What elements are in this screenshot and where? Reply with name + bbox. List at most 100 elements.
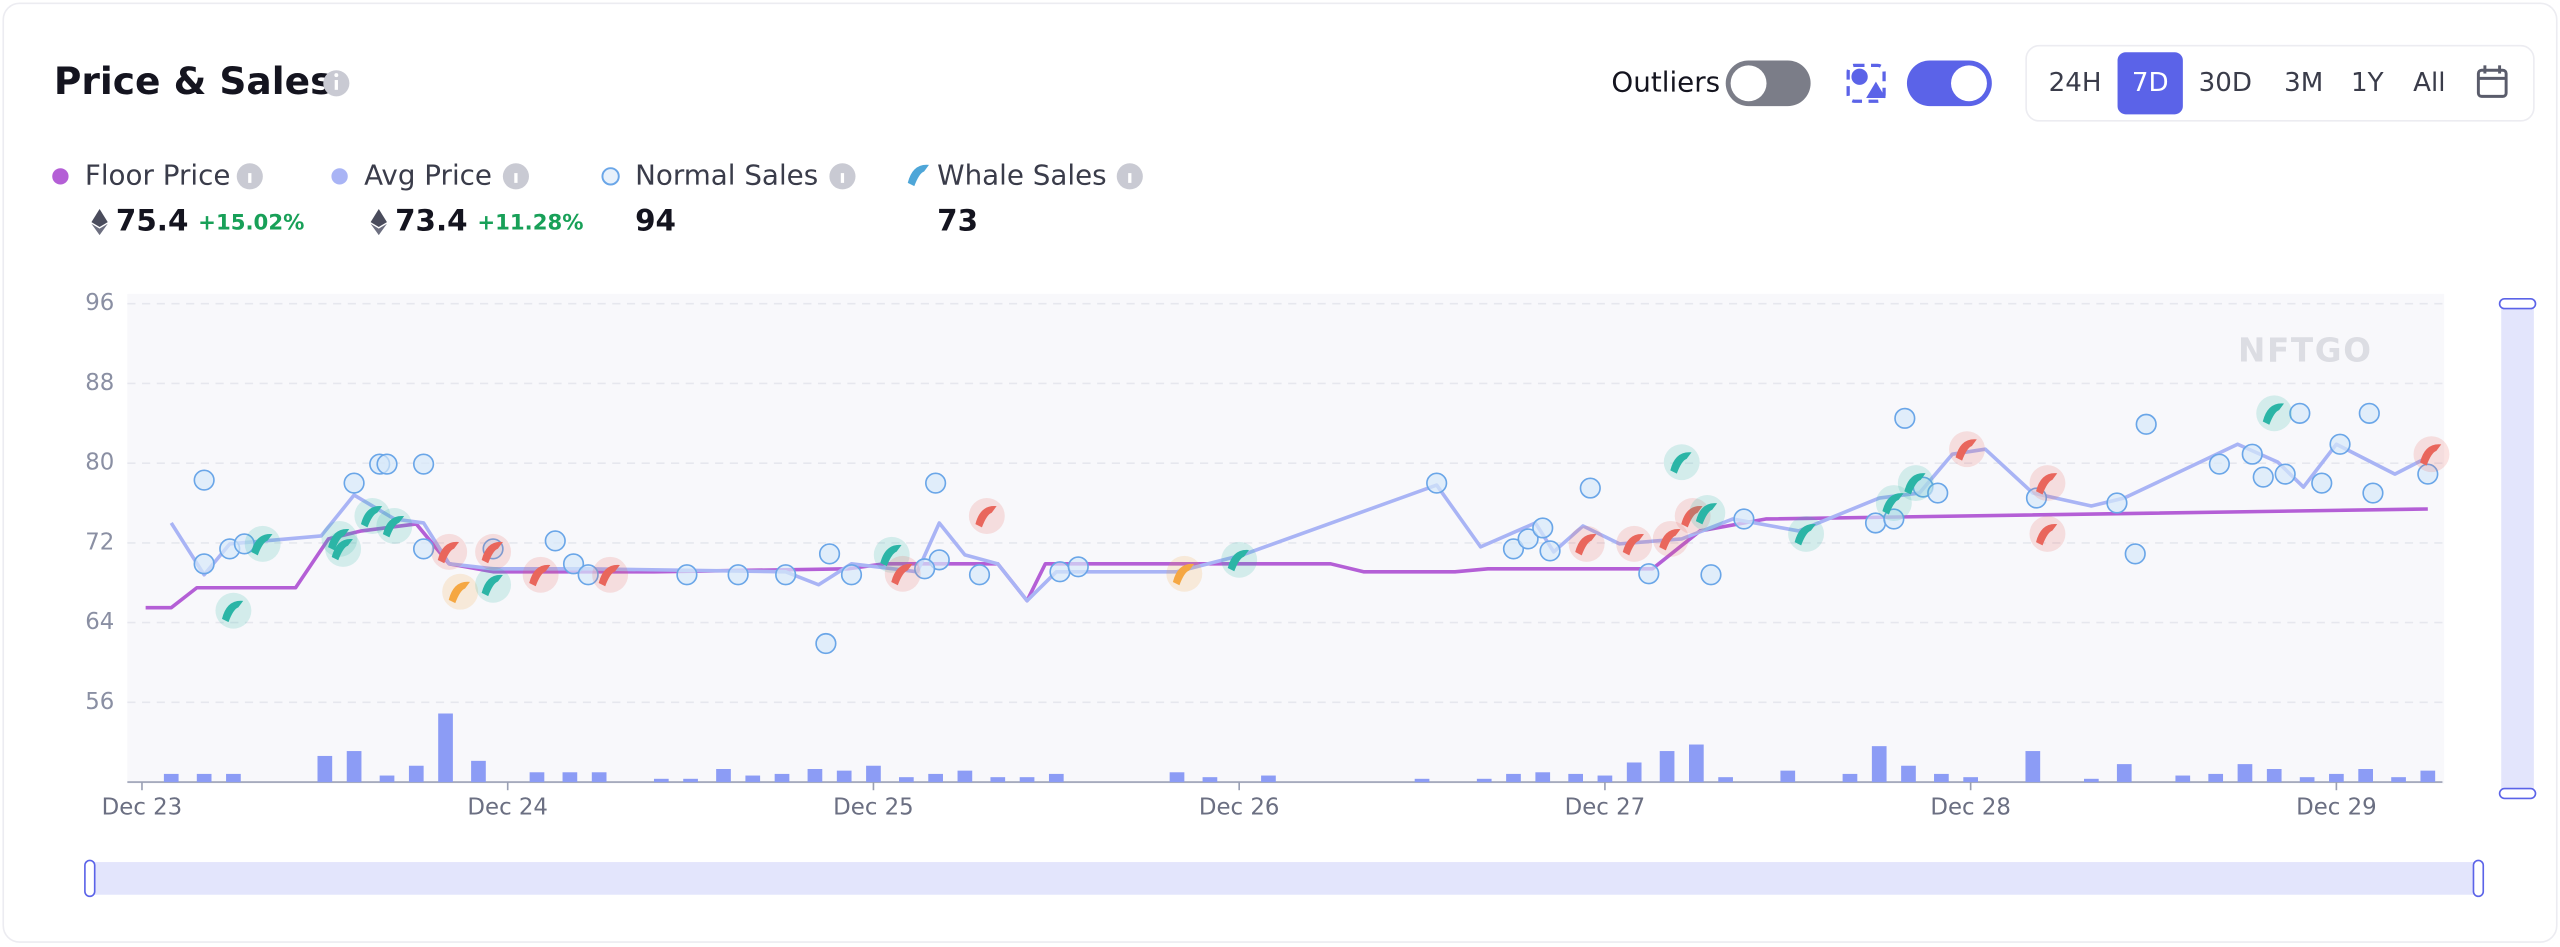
outliers-toggle[interactable] [1725, 60, 1811, 107]
range-button[interactable]: 3M [2284, 68, 2323, 98]
info-i [514, 173, 518, 183]
whale-sale [1897, 465, 1934, 502]
whale-sale [968, 498, 1005, 534]
normal-sale [2329, 433, 2351, 455]
nft-toggle[interactable] [1906, 60, 1992, 107]
normal-sale [193, 553, 215, 575]
legend-value: 73.4 [395, 204, 467, 238]
eth-top [370, 209, 387, 227]
whale-glyph [1227, 549, 1249, 572]
normal-sale [2208, 453, 2230, 475]
volume-bar [1506, 773, 1521, 783]
volume-bar [438, 713, 453, 783]
info-icon[interactable] [1116, 163, 1143, 190]
normal-sale [914, 558, 936, 580]
normal-sale [1426, 472, 1448, 494]
whale-glyph [481, 574, 503, 597]
volume-bar [1901, 765, 1916, 783]
normal-sale [2417, 463, 2439, 485]
volume-bar [957, 770, 973, 783]
whale-sale [2256, 395, 2293, 432]
whale-sale [321, 520, 358, 557]
whale-sale [1788, 515, 1825, 552]
whale-glyph [529, 564, 551, 587]
volume-bar [379, 775, 395, 783]
normal-sale [727, 564, 749, 586]
volume-bar [408, 765, 424, 783]
whale-glyph [251, 533, 273, 556]
whale-glyph [448, 581, 470, 604]
nft-icon[interactable] [1846, 63, 1886, 103]
whale-glyph [1904, 473, 1926, 495]
volume-bar [226, 773, 241, 783]
whale-sale [1221, 541, 1258, 578]
volume-bar [1535, 772, 1551, 783]
whale-glyph [1882, 493, 1904, 515]
volume-bar [774, 773, 790, 783]
volume-bar [346, 751, 362, 783]
whale-sale [354, 498, 391, 534]
range-buttons: 24H 7D 30D 3M 1Y All [2049, 52, 2446, 115]
whale-sale [1674, 498, 1711, 534]
volume-bar [928, 773, 943, 783]
volume-bar [1718, 777, 1733, 783]
whale-glyph [1794, 523, 1816, 546]
normal-sale [544, 530, 566, 552]
volume-bar [1871, 746, 1887, 783]
normal-sale [1502, 538, 1525, 560]
range-button[interactable]: 1Y [2351, 68, 2384, 98]
eth-icon [91, 209, 108, 236]
whale-glyph [975, 506, 997, 528]
vertical-zoom[interactable] [2498, 297, 2537, 800]
volume-bar [1414, 778, 1430, 783]
calendar-icon[interactable] [2476, 65, 2508, 98]
whale-glyph [2036, 523, 2058, 546]
normal-sale [412, 453, 435, 475]
info-icon[interactable] [502, 163, 529, 190]
normal-sale [577, 564, 599, 586]
whale-sale [431, 533, 468, 570]
whale-sale [475, 566, 512, 603]
range-button[interactable]: 30D [2199, 68, 2252, 98]
volume-bar [2358, 769, 2373, 783]
whale-glyph [2262, 403, 2285, 425]
y-tick-label: 56 [85, 689, 114, 715]
volume-bar [2299, 777, 2315, 783]
whale-sale [1568, 525, 1605, 562]
y-tick-label: 80 [85, 450, 114, 476]
volume-bar [591, 772, 607, 783]
legend-name: Whale Sales [937, 158, 1106, 191]
volume-bar [163, 773, 179, 783]
whale-glyph [382, 516, 405, 538]
info-icon[interactable] [236, 163, 263, 190]
normal-sale [1579, 477, 1601, 499]
volume-bar [2025, 751, 2041, 783]
normal-sale [562, 553, 585, 575]
volume-bar [716, 769, 731, 783]
info-icon[interactable] [323, 70, 350, 97]
volume-bar [807, 769, 823, 783]
normal-sale [840, 564, 863, 586]
volume-bar [1963, 777, 1978, 783]
normal-sale [1894, 407, 1916, 429]
whale-glyph [891, 563, 913, 586]
volume-bar [562, 772, 578, 783]
watermark: NFTGO [2238, 332, 2373, 370]
volume-bar [1476, 778, 1492, 783]
whale-glyph [360, 506, 383, 528]
whale-sale [1616, 525, 1653, 562]
horizontal-zoom[interactable] [84, 859, 2485, 898]
info-icon[interactable] [829, 163, 856, 190]
normal-sale [1049, 561, 1071, 583]
normal-sale [2135, 413, 2157, 435]
volume-bar [990, 777, 1006, 783]
whale-glyph [2420, 444, 2442, 466]
range-button[interactable]: 24H [2049, 68, 2102, 98]
whale-glyph [1575, 533, 1597, 556]
whale-glyph [437, 541, 459, 564]
range-button[interactable]: All [2413, 68, 2445, 98]
legend-change: +15.02% [198, 211, 304, 236]
volume-bar [1934, 773, 1949, 783]
range-button[interactable]: 7D [2132, 68, 2169, 98]
whale-glyph [2036, 473, 2058, 495]
